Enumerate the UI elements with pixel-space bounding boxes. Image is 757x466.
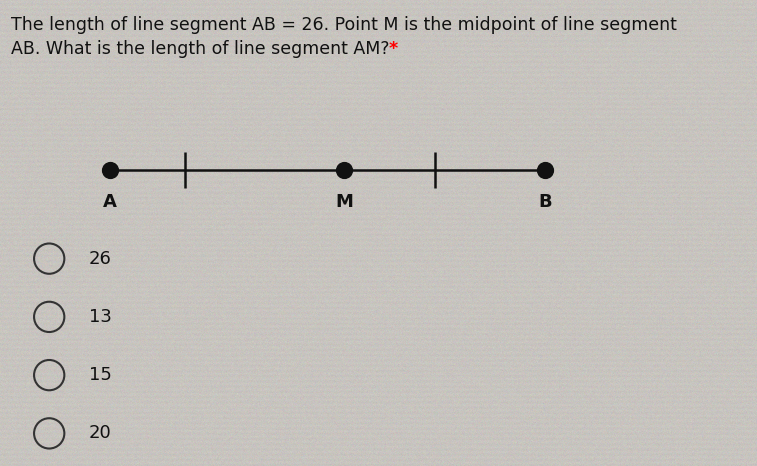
Point xyxy=(338,166,350,174)
Text: AB. What is the length of line segment AM?: AB. What is the length of line segment A… xyxy=(11,40,390,58)
Text: A: A xyxy=(103,193,117,212)
Text: The length of line segment AB = 26. Point M is the midpoint of line segment: The length of line segment AB = 26. Poin… xyxy=(11,16,678,34)
Text: M: M xyxy=(335,193,354,212)
Text: 13: 13 xyxy=(89,308,111,326)
Text: B: B xyxy=(538,193,552,212)
Point xyxy=(104,166,116,174)
Text: *: * xyxy=(388,40,397,58)
Text: 26: 26 xyxy=(89,250,111,267)
Text: 15: 15 xyxy=(89,366,111,384)
Point xyxy=(539,166,551,174)
Text: 20: 20 xyxy=(89,425,111,442)
